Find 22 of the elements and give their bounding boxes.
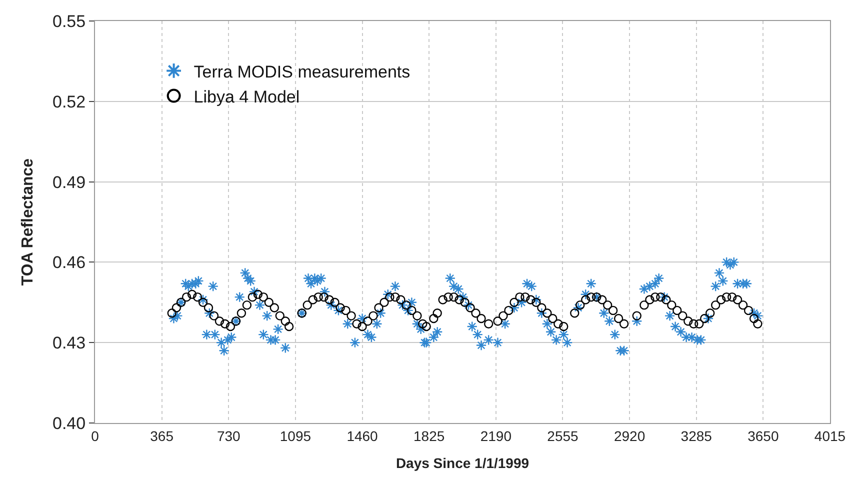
x-tick-label: 2555 (547, 428, 579, 444)
x-tick-label: 1825 (414, 428, 445, 444)
y-tick-label: 0.55 (52, 12, 86, 31)
y-tick-label: 0.43 (52, 334, 86, 353)
x-tick-label: 3650 (748, 428, 779, 444)
legend-label: Libya 4 Model (194, 87, 300, 106)
x-axis-title: Days Since 1/1/1999 (396, 455, 530, 472)
x-tick-label: 365 (150, 428, 174, 444)
x-tick-label: 1460 (346, 428, 378, 444)
legend-label: Terra MODIS measurements (194, 62, 410, 82)
y-tick-label: 0.49 (52, 172, 86, 192)
x-tick-label: 3285 (680, 428, 712, 444)
x-tick-label: 1095 (280, 428, 312, 444)
x-tick-label: 730 (216, 428, 241, 444)
y-axis-title: TOA Reflectance (19, 158, 36, 286)
y-tick-label: 0.46 (52, 253, 86, 272)
y-tick-label: 0.52 (52, 92, 86, 112)
x-tick-label: 0 (91, 428, 100, 444)
x-tick-label: 2920 (614, 428, 646, 444)
x-tick-label: 2190 (480, 428, 512, 444)
y-tick-label: 0.40 (52, 414, 86, 433)
x-tick-label: 4015 (814, 428, 846, 444)
